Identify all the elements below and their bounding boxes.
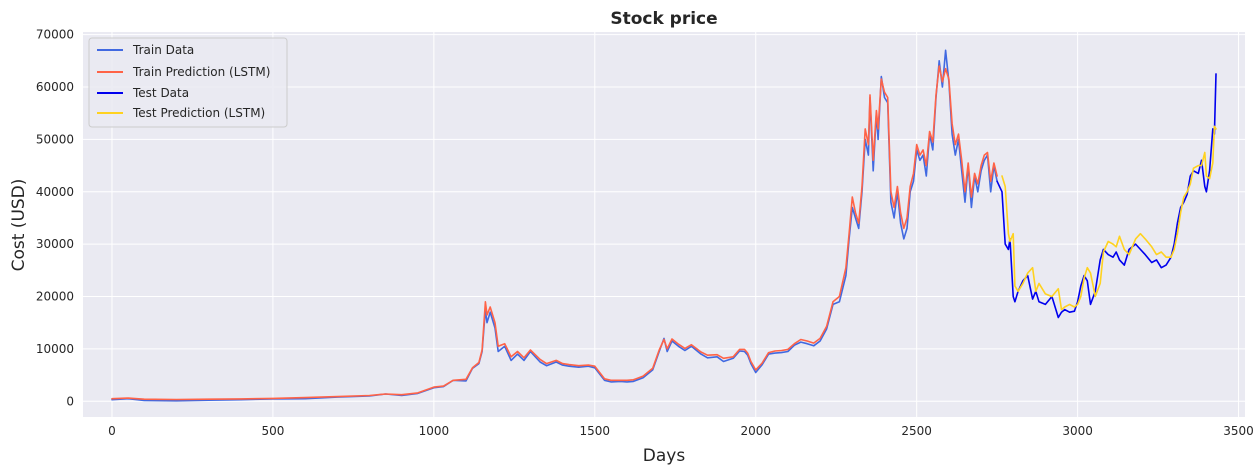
y-tick-label: 30000 <box>36 237 74 251</box>
x-tick-label: 0 <box>108 424 116 438</box>
y-tick-label: 50000 <box>36 132 74 146</box>
y-tick-label: 10000 <box>36 342 74 356</box>
legend-label-test-prediction: Test Prediction (LSTM) <box>132 106 265 120</box>
x-tick-label: 1000 <box>419 424 450 438</box>
series-line-train-data <box>111 49 998 402</box>
y-tick-label: 0 <box>66 394 74 408</box>
x-tick-label: 2500 <box>901 424 932 438</box>
y-tick-label: 60000 <box>36 80 74 94</box>
y-axis-label: Cost (USD) <box>9 179 29 272</box>
y-tick-label: 70000 <box>36 28 74 42</box>
series-line-test-data <box>996 73 1217 319</box>
y-tick-label: 20000 <box>36 290 74 304</box>
y-tick-label: 40000 <box>36 185 74 199</box>
series-lines <box>111 49 1217 402</box>
series-line-test-pred <box>1001 125 1217 311</box>
tick-labels: 0 10000 20000 30000 40000 50000 60000 70000 0 500… <box>36 28 1254 438</box>
legend-label-train-prediction: Train Prediction (LSTM) <box>132 65 270 79</box>
x-tick-label: 3500 <box>1223 424 1254 438</box>
legend: Train Data Train Prediction (LSTM) Test … <box>88 37 288 128</box>
chart-title: Stock price <box>610 9 717 29</box>
x-tick-label: 500 <box>261 424 284 438</box>
legend-label-test-data: Test Data <box>132 86 189 100</box>
x-tick-label: 1500 <box>580 424 611 438</box>
x-axis-label: Days <box>643 446 686 466</box>
x-tick-label: 2000 <box>740 424 771 438</box>
legend-box <box>88 37 288 128</box>
x-tick-label: 3000 <box>1062 424 1093 438</box>
series-line-train-pred <box>111 65 998 401</box>
legend-label-train-data: Train Data <box>132 43 194 57</box>
